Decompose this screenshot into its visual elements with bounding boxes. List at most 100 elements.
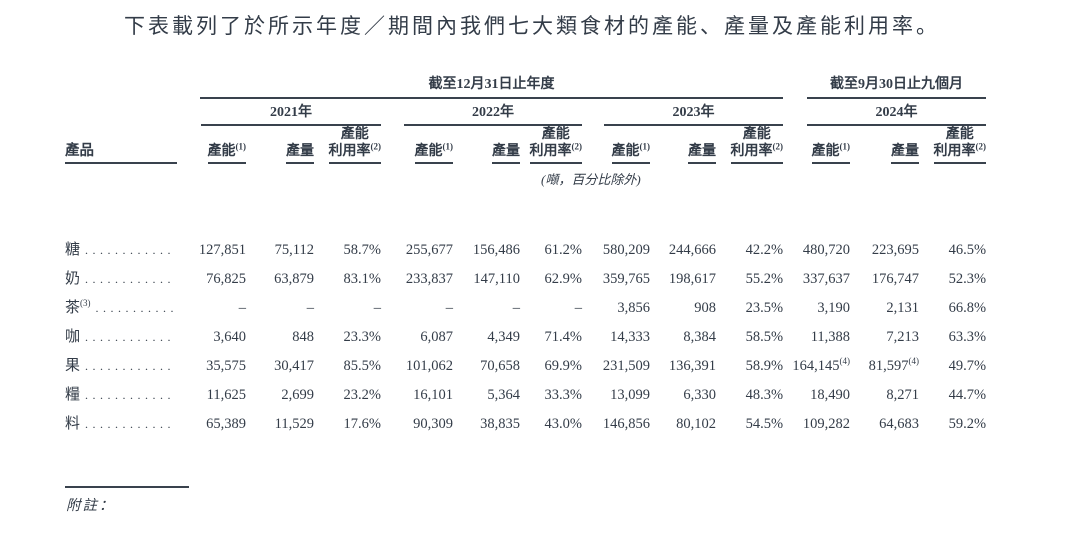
row-label: 糧............	[65, 387, 176, 403]
value-cell: 127,851	[198, 242, 246, 258]
value-cell: 6,330	[683, 387, 716, 403]
value-cell: 3,190	[817, 300, 851, 316]
value-cell: 58.9%	[745, 358, 784, 374]
value-cell: –	[512, 300, 520, 316]
value-cell: 66.8%	[948, 300, 987, 316]
value-cell: 244,666	[668, 242, 716, 258]
value-cell: 2,699	[281, 387, 314, 403]
value-cell: 147,110	[473, 271, 520, 287]
value-cell: 164,145(4)	[792, 356, 851, 374]
value-cell: –	[445, 300, 453, 316]
value-cell: 61.2%	[544, 242, 582, 258]
value-cell: –	[373, 300, 381, 316]
year-2023-label: 2023年	[604, 99, 784, 126]
value-cell: 8,384	[683, 329, 716, 345]
year-header-row: 2021年 2022年 2023年 2024年	[65, 99, 987, 126]
value-cell: –	[574, 300, 582, 316]
value-cell: 223,695	[871, 242, 920, 258]
utilization-header-2023: 產能 利用率(2)	[716, 126, 784, 164]
value-cell: 80,102	[676, 416, 716, 432]
value-cell: 30,417	[274, 358, 314, 374]
value-cell: 62.9%	[544, 271, 582, 287]
value-cell: 11,625	[206, 387, 246, 403]
period-nine-months-cell: 截至9月30日止九個月	[783, 70, 987, 99]
value-cell: 255,677	[405, 242, 453, 258]
table-row: 咖............ 3,640 848 23.3% 6,087 4,349 71.4…	[65, 317, 986, 346]
page-title: 下表載列了於所示年度／期間內我們七大類食材的產能、產量及產能利用率。	[124, 14, 940, 38]
row-label: 奶............	[65, 271, 176, 287]
value-cell: 44.7%	[948, 387, 987, 403]
footnote-label: 附註：	[66, 498, 116, 514]
value-cell: 71.4%	[544, 329, 582, 345]
year-2024-cell: 2024年	[783, 99, 987, 126]
value-cell: 3,856	[617, 300, 650, 316]
value-cell: 337,637	[802, 271, 851, 287]
value-cell: 49.7%	[948, 358, 987, 374]
dot-leader: ............	[85, 243, 176, 257]
value-cell: 109,282	[802, 416, 851, 432]
column-header-row: 產品 產能(1) 產量 產能 利用率(2) 產能(1) 產量	[65, 126, 987, 164]
utilization-header-2024: 產能 利用率(2)	[919, 126, 987, 164]
unit-note-cell: (噸，百分比除外)	[65, 164, 986, 230]
output-header-2024: 產量	[850, 126, 920, 164]
value-cell: 359,765	[602, 271, 650, 287]
row-label: 果............	[65, 358, 176, 374]
value-cell: 58.7%	[343, 242, 381, 258]
dot-leader: ...........	[95, 301, 179, 315]
value-cell: 69.9%	[544, 358, 582, 374]
table-row: 茶(3)........... – – – – – – 3,856 908 23.5% 3,190 2…	[65, 288, 986, 317]
value-cell: 23.5%	[745, 300, 784, 316]
dot-leader: ............	[85, 359, 176, 373]
value-cell: –	[306, 300, 314, 316]
product-header-cell: 產品	[65, 126, 180, 164]
row-label: 咖............	[65, 329, 176, 345]
value-cell: 5,364	[487, 387, 520, 403]
value-cell: 48.3%	[745, 387, 784, 403]
value-cell: 146,856	[602, 416, 650, 432]
value-cell: 156,486	[472, 242, 520, 258]
value-cell: 16,101	[413, 387, 453, 403]
capacity-header-2023: 產能(1)	[582, 126, 650, 164]
table-row: 料............ 65,389 11,529 17.6% 90,309 38,8…	[65, 404, 986, 433]
dot-leader: ............	[85, 272, 176, 286]
value-cell: 13,099	[610, 387, 650, 403]
value-cell: –	[238, 300, 246, 316]
table-row: 果............ 35,575 30,417 85.5% 101,062 70,…	[65, 346, 986, 375]
value-cell: 70,658	[480, 358, 520, 374]
value-cell: 23.3%	[343, 329, 381, 345]
value-cell: 90,309	[413, 416, 453, 432]
value-cell: 2,131	[886, 300, 920, 316]
period-annual-cell: 截至12月31日止年度	[180, 70, 784, 99]
capacity-header-2024: 產能(1)	[783, 126, 851, 164]
footnote-rule	[65, 486, 189, 488]
utilization-header-2022: 產能 利用率(2)	[520, 126, 582, 164]
value-cell: 231,509	[602, 358, 650, 374]
value-cell: 3,640	[213, 329, 246, 345]
value-cell: 55.2%	[745, 271, 784, 287]
period-header-row: 截至12月31日止年度 截至9月30日止九個月	[65, 70, 987, 99]
value-cell: 580,209	[602, 242, 650, 258]
value-cell: 38,835	[480, 416, 520, 432]
value-cell: 63.3%	[948, 329, 987, 345]
capacity-table: 截至12月31日止年度 截至9月30日止九個月 2021年 2022年 2023…	[65, 70, 987, 433]
output-header-2021: 產量	[246, 126, 314, 164]
value-cell: 64,683	[879, 416, 920, 432]
year-2021-cell: 2021年	[180, 99, 381, 126]
dot-leader: ............	[85, 330, 176, 344]
value-cell: 908	[694, 300, 716, 316]
value-cell: 848	[292, 329, 314, 345]
value-cell: 76,825	[206, 271, 246, 287]
utilization-header-2021: 產能 利用率(2)	[314, 126, 381, 164]
value-cell: 101,062	[405, 358, 453, 374]
table-row: 糧............ 11,625 2,699 23.2% 16,101 5,364…	[65, 375, 986, 404]
value-cell: 33.3%	[544, 387, 582, 403]
value-cell: 58.5%	[745, 329, 784, 345]
value-cell: 75,112	[274, 242, 314, 258]
year-2024-label: 2024年	[807, 99, 987, 126]
value-cell: 81,597(4)	[868, 356, 920, 374]
value-cell: 11,388	[810, 329, 851, 345]
empty-cell	[65, 99, 180, 126]
table-row: 糖............ 127,851 75,112 58.7% 255,677 15…	[65, 230, 986, 259]
value-cell: 136,391	[668, 358, 716, 374]
